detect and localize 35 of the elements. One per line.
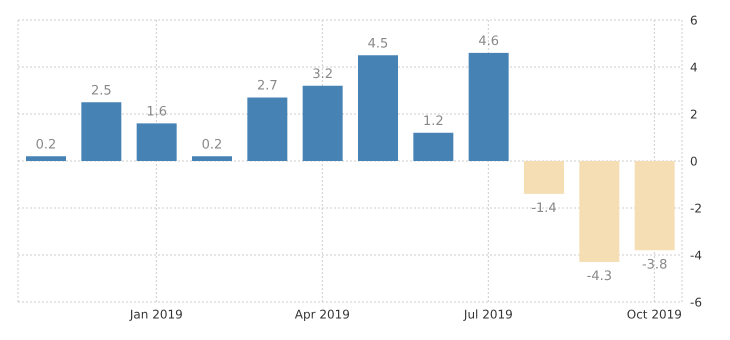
bar bbox=[358, 55, 398, 161]
y-tick-label: 0 bbox=[690, 154, 698, 168]
y-tick-label: 2 bbox=[690, 107, 698, 122]
bar bbox=[136, 123, 177, 161]
bar bbox=[579, 161, 620, 262]
y-tick-label: -6 bbox=[690, 295, 702, 310]
x-tick-label: Jan 2019 bbox=[128, 308, 183, 322]
x-tick-label: Apr 2019 bbox=[294, 308, 350, 322]
bar bbox=[192, 156, 232, 161]
x-tick-label: Jul 2019 bbox=[462, 308, 513, 322]
data-label: 0.2 bbox=[36, 137, 56, 152]
data-label: 4.6 bbox=[478, 34, 500, 49]
y-tick-label: 6 bbox=[690, 13, 698, 28]
data-label: 2.5 bbox=[90, 83, 112, 98]
data-label: 4.5 bbox=[368, 36, 388, 52]
bar bbox=[468, 52, 509, 161]
x-tick-label: Oct 2019 bbox=[626, 308, 682, 322]
bar bbox=[247, 98, 288, 161]
bar bbox=[302, 86, 343, 161]
bar bbox=[81, 102, 122, 161]
data-label: 3.2 bbox=[312, 66, 334, 82]
bar bbox=[26, 156, 66, 161]
data-label: -4.3 bbox=[586, 269, 612, 284]
y-tick-label: -2 bbox=[690, 201, 702, 216]
bar bbox=[413, 132, 454, 161]
data-label: -3.8 bbox=[642, 257, 668, 272]
y-tick-label: -4 bbox=[690, 248, 702, 262]
data-label: -1.4 bbox=[531, 200, 557, 216]
data-label: 2.7 bbox=[256, 78, 278, 94]
bar bbox=[524, 161, 564, 194]
data-label: 1.6 bbox=[146, 104, 168, 120]
bar bbox=[634, 161, 675, 250]
data-label: 0.2 bbox=[202, 137, 222, 152]
y-tick-label: 4 bbox=[690, 60, 698, 74]
data-label: 1.2 bbox=[422, 114, 444, 129]
